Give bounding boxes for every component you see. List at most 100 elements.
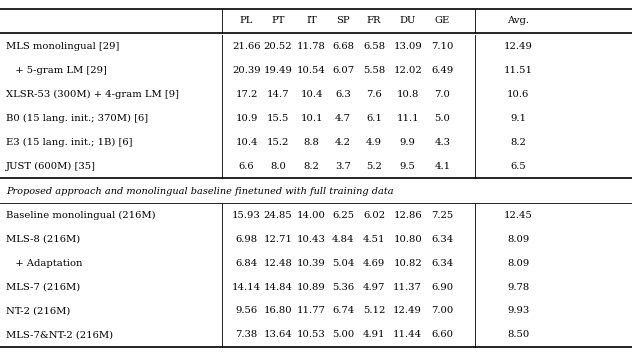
Text: 9.5: 9.5: [399, 162, 416, 171]
Text: JUST (600M) [35]: JUST (600M) [35]: [6, 162, 96, 171]
Text: 10.4: 10.4: [235, 138, 258, 147]
Text: 9.93: 9.93: [507, 307, 530, 315]
Text: 6.58: 6.58: [363, 42, 386, 51]
Text: 8.2: 8.2: [303, 162, 320, 171]
Text: 10.8: 10.8: [396, 90, 419, 99]
Text: 15.2: 15.2: [267, 138, 289, 147]
Text: 12.45: 12.45: [504, 211, 533, 220]
Text: MLS-8 (216M): MLS-8 (216M): [6, 235, 80, 244]
Text: 8.09: 8.09: [507, 235, 530, 244]
Text: 8.09: 8.09: [507, 259, 530, 268]
Text: 9.1: 9.1: [510, 114, 526, 123]
Text: 10.53: 10.53: [297, 330, 326, 339]
Text: 7.10: 7.10: [431, 42, 454, 51]
Text: PT: PT: [271, 16, 285, 25]
Text: 6.07: 6.07: [332, 66, 355, 75]
Text: 8.0: 8.0: [270, 162, 286, 171]
Text: 8.2: 8.2: [510, 138, 526, 147]
Text: 10.43: 10.43: [297, 235, 326, 244]
Text: 4.51: 4.51: [363, 235, 386, 244]
Text: 4.84: 4.84: [332, 235, 355, 244]
Text: 6.3: 6.3: [336, 90, 351, 99]
Text: 6.90: 6.90: [431, 283, 454, 292]
Text: 6.25: 6.25: [332, 211, 355, 220]
Text: IT: IT: [306, 16, 317, 25]
Text: 6.34: 6.34: [431, 259, 454, 268]
Text: 5.58: 5.58: [363, 66, 386, 75]
Text: NT-2 (216M): NT-2 (216M): [6, 307, 71, 315]
Text: MLS-7&NT-2 (216M): MLS-7&NT-2 (216M): [6, 330, 114, 339]
Text: 6.02: 6.02: [363, 211, 386, 220]
Text: 5.0: 5.0: [434, 114, 451, 123]
Text: GE: GE: [435, 16, 450, 25]
Text: 6.5: 6.5: [511, 162, 526, 171]
Text: 5.2: 5.2: [366, 162, 382, 171]
Text: 10.1: 10.1: [300, 114, 323, 123]
Text: 4.2: 4.2: [335, 138, 351, 147]
Text: 6.6: 6.6: [239, 162, 254, 171]
Text: 24.85: 24.85: [264, 211, 293, 220]
Text: 9.78: 9.78: [507, 283, 530, 292]
Text: 12.49: 12.49: [504, 42, 533, 51]
Text: 8.8: 8.8: [303, 138, 320, 147]
Text: + Adaptation: + Adaptation: [6, 259, 83, 268]
Text: 6.84: 6.84: [235, 259, 258, 268]
Text: 14.00: 14.00: [297, 211, 326, 220]
Text: 7.00: 7.00: [431, 307, 454, 315]
Text: 11.44: 11.44: [393, 330, 422, 339]
Text: 14.7: 14.7: [267, 90, 289, 99]
Text: 4.91: 4.91: [363, 330, 386, 339]
Text: 12.86: 12.86: [393, 211, 422, 220]
Text: 6.1: 6.1: [366, 114, 382, 123]
Text: 7.25: 7.25: [431, 211, 454, 220]
Text: 6.74: 6.74: [332, 307, 355, 315]
Text: 12.49: 12.49: [393, 307, 422, 315]
Text: 10.6: 10.6: [507, 90, 530, 99]
Text: + 5-gram LM [29]: + 5-gram LM [29]: [6, 66, 107, 75]
Text: 15.5: 15.5: [267, 114, 289, 123]
Text: 9.9: 9.9: [399, 138, 416, 147]
Text: 9.56: 9.56: [235, 307, 258, 315]
Text: 6.49: 6.49: [431, 66, 454, 75]
Text: 7.6: 7.6: [367, 90, 382, 99]
Text: 12.48: 12.48: [264, 259, 293, 268]
Text: 4.7: 4.7: [335, 114, 351, 123]
Text: 6.68: 6.68: [332, 42, 354, 51]
Text: PL: PL: [240, 16, 253, 25]
Text: 4.97: 4.97: [363, 283, 386, 292]
Text: E3 (15 lang. init.; 1B) [6]: E3 (15 lang. init.; 1B) [6]: [6, 138, 133, 147]
Text: 7.0: 7.0: [434, 90, 451, 99]
Text: 10.9: 10.9: [235, 114, 258, 123]
Text: MLS monolingual [29]: MLS monolingual [29]: [6, 42, 119, 51]
Text: 4.1: 4.1: [434, 162, 451, 171]
Text: 5.00: 5.00: [332, 330, 355, 339]
Text: 10.39: 10.39: [297, 259, 326, 268]
Text: 5.36: 5.36: [332, 283, 355, 292]
Text: 3.7: 3.7: [335, 162, 351, 171]
Text: 13.09: 13.09: [393, 42, 422, 51]
Text: 21.66: 21.66: [232, 42, 261, 51]
Text: 17.2: 17.2: [235, 90, 258, 99]
Text: 5.04: 5.04: [332, 259, 355, 268]
Text: 11.51: 11.51: [504, 66, 533, 75]
Text: 12.02: 12.02: [393, 66, 422, 75]
Text: 11.78: 11.78: [297, 42, 326, 51]
Text: 10.54: 10.54: [297, 66, 326, 75]
Text: XLSR-53 (300M) + 4-gram LM [9]: XLSR-53 (300M) + 4-gram LM [9]: [6, 90, 179, 99]
Text: 20.39: 20.39: [232, 66, 261, 75]
Text: 20.52: 20.52: [264, 42, 293, 51]
Text: 4.69: 4.69: [363, 259, 386, 268]
Text: Baseline monolingual (216M): Baseline monolingual (216M): [6, 211, 156, 220]
Text: 19.49: 19.49: [264, 66, 293, 75]
Text: 11.37: 11.37: [393, 283, 422, 292]
Text: Avg.: Avg.: [507, 16, 529, 25]
Text: FR: FR: [367, 16, 381, 25]
Text: 15.93: 15.93: [232, 211, 261, 220]
Text: B0 (15 lang. init.; 370M) [6]: B0 (15 lang. init.; 370M) [6]: [6, 114, 149, 123]
Text: 5.12: 5.12: [363, 307, 386, 315]
Text: 11.77: 11.77: [297, 307, 326, 315]
Text: 10.89: 10.89: [297, 283, 326, 292]
Text: 6.60: 6.60: [432, 330, 453, 339]
Text: 11.1: 11.1: [396, 114, 419, 123]
Text: 7.38: 7.38: [235, 330, 258, 339]
